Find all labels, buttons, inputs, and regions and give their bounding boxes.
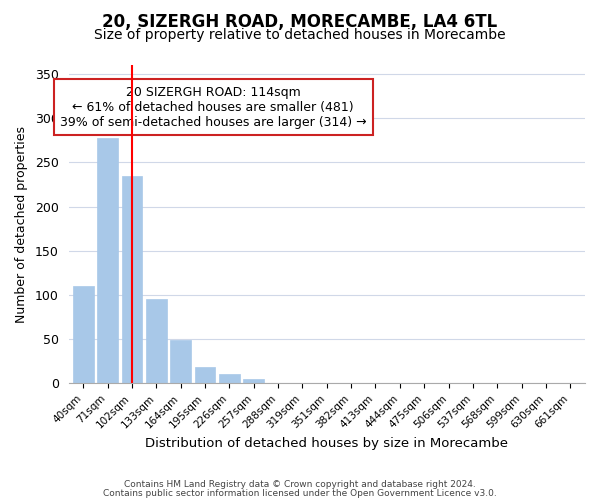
Bar [194,366,215,384]
Bar [219,374,239,384]
X-axis label: Distribution of detached houses by size in Morecambe: Distribution of detached houses by size … [145,437,508,450]
Bar [560,382,581,384]
Bar [244,379,264,384]
Bar [170,340,191,384]
Text: Size of property relative to detached houses in Morecambe: Size of property relative to detached ho… [94,28,506,42]
Y-axis label: Number of detached properties: Number of detached properties [15,126,28,322]
Bar [341,382,361,384]
Bar [146,300,167,384]
Bar [73,286,94,384]
Text: 20 SIZERGH ROAD: 114sqm
← 61% of detached houses are smaller (481)
39% of semi-d: 20 SIZERGH ROAD: 114sqm ← 61% of detache… [60,86,367,128]
Bar [268,382,289,384]
Bar [97,138,118,384]
Bar [122,176,142,384]
Text: Contains public sector information licensed under the Open Government Licence v3: Contains public sector information licen… [103,488,497,498]
Text: 20, SIZERGH ROAD, MORECAMBE, LA4 6TL: 20, SIZERGH ROAD, MORECAMBE, LA4 6TL [103,12,497,30]
Text: Contains HM Land Registry data © Crown copyright and database right 2024.: Contains HM Land Registry data © Crown c… [124,480,476,489]
